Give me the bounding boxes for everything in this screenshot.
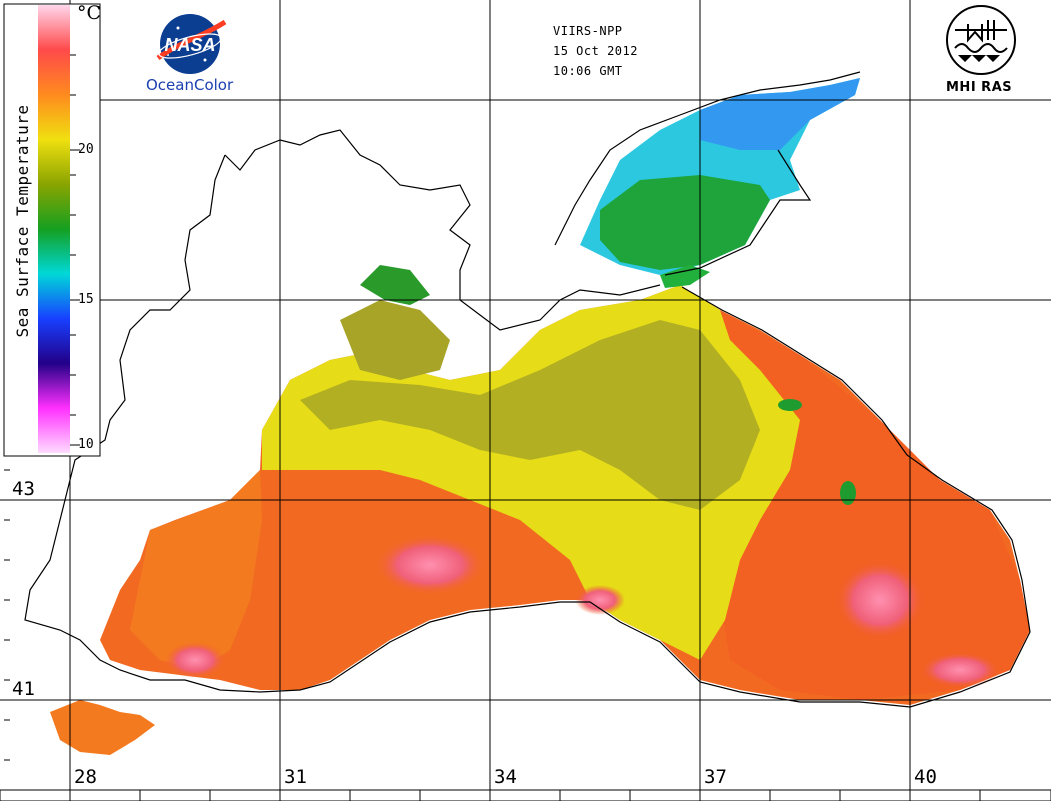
olive-zone-north bbox=[340, 300, 450, 380]
time-label: 10:06 GMT bbox=[553, 64, 623, 78]
orange-zone-west bbox=[130, 470, 262, 670]
hotspot-south-mid bbox=[575, 585, 625, 615]
ruler-bottom-ticks bbox=[69, 790, 981, 801]
mhi-ras-label: MHI RAS bbox=[946, 80, 1013, 95]
colorbar-minor-ticks bbox=[70, 54, 80, 446]
green-spot-east bbox=[840, 481, 856, 505]
lon-label-31: 31 bbox=[284, 766, 307, 788]
colorbar-title: Sea Surface Temperature bbox=[13, 104, 32, 338]
oceancolor-label: OceanColor bbox=[146, 76, 234, 94]
lat-label-43: 43 bbox=[12, 478, 35, 500]
green-spot-center bbox=[778, 399, 802, 411]
azov-blue-north bbox=[700, 78, 860, 150]
green-coast-azov-strait bbox=[660, 265, 710, 288]
ruler-left bbox=[4, 469, 10, 761]
hotspot-southeast bbox=[920, 652, 1000, 688]
colorbar-unit: °C bbox=[77, 2, 102, 24]
colorbar-tick-15: 15 bbox=[78, 292, 94, 307]
colorbar-tick-20: 20 bbox=[78, 142, 94, 157]
hotspot-south-west bbox=[165, 642, 225, 678]
lon-label-34: 34 bbox=[494, 766, 517, 788]
sensor-label: VIIRS-NPP bbox=[553, 24, 623, 38]
marmara-sea bbox=[50, 700, 155, 755]
green-coast-crimea bbox=[360, 265, 430, 305]
lon-label-40: 40 bbox=[914, 766, 937, 788]
mhi-ras-logo bbox=[946, 5, 1016, 75]
olive-zone-center bbox=[300, 320, 760, 510]
azov-green-south bbox=[600, 175, 770, 270]
nasa-wordmark: NASA bbox=[164, 35, 215, 55]
lon-label-37: 37 bbox=[704, 766, 727, 788]
nasa-logo: NASA bbox=[156, 14, 227, 74]
lat-label-41: 41 bbox=[12, 678, 35, 700]
coastline bbox=[24, 129, 1031, 708]
lon-label-28: 28 bbox=[74, 766, 97, 788]
hotspot-east bbox=[835, 560, 925, 640]
hotspot-south-central bbox=[375, 535, 485, 595]
ruler-bottom bbox=[0, 789, 1051, 801]
colorbar-gradient bbox=[38, 5, 70, 453]
colorbar-tick-10: 10 bbox=[78, 437, 94, 452]
date-label: 15 Oct 2012 bbox=[553, 44, 638, 58]
